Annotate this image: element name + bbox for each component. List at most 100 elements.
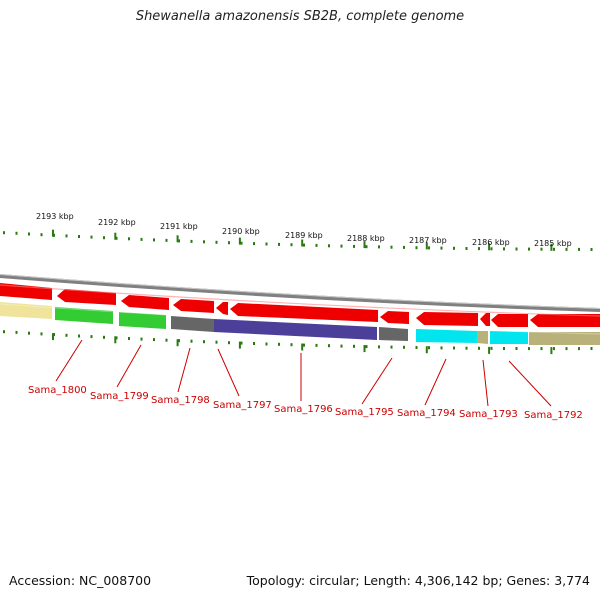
minor-tick	[3, 231, 5, 235]
gene-arrow[interactable]	[530, 314, 600, 327]
scale-label-2191: 2191 kbp	[160, 222, 198, 231]
minor-tick	[103, 335, 105, 339]
minor-tick	[315, 343, 318, 347]
minor-tick	[378, 245, 380, 249]
cog-segment-cyan-2[interactable]	[490, 331, 528, 344]
minor-tick	[390, 345, 393, 349]
gene-arrow[interactable]	[216, 302, 228, 315]
minor-tick	[415, 246, 418, 250]
minor-tick	[278, 342, 280, 346]
minor-tick	[240, 341, 243, 345]
minor-ticks	[3, 231, 593, 351]
topology-text: Topology: circular; Length: 4,306,142 bp…	[246, 573, 590, 588]
genome-backbone	[0, 274, 600, 312]
gene-label-sama-1794[interactable]: Sama_1794	[397, 408, 456, 419]
minor-tick	[303, 343, 305, 347]
minor-tick	[165, 238, 168, 242]
major-tick	[114, 336, 117, 344]
minor-tick	[203, 240, 205, 244]
gene-arrow[interactable]	[57, 289, 116, 305]
label-lines	[55, 339, 552, 407]
gene-arrow[interactable]	[416, 312, 478, 326]
minor-tick	[140, 337, 143, 341]
minor-tick	[290, 243, 293, 247]
minor-tick	[215, 340, 218, 344]
minor-tick	[190, 239, 193, 243]
scale-label-2190: 2190 kbp	[222, 227, 260, 236]
gene-label-sama-1793[interactable]: Sama_1793	[459, 409, 518, 420]
major-ticks	[52, 229, 553, 355]
minor-tick	[340, 344, 343, 348]
minor-tick	[3, 330, 5, 334]
major-tick	[488, 243, 491, 251]
minor-tick	[128, 337, 130, 340]
minor-tick	[40, 332, 43, 336]
cog-segment-gray[interactable]	[171, 316, 214, 332]
gene-arrow[interactable]	[480, 313, 490, 326]
minor-tick	[28, 331, 30, 335]
leader-line	[116, 344, 142, 388]
gene-arrow[interactable]	[380, 311, 409, 324]
minor-tick	[428, 246, 430, 250]
minor-tick	[540, 247, 543, 251]
minor-tick	[565, 247, 568, 251]
minor-tick	[303, 243, 305, 247]
cog-highlight	[0, 303, 600, 335]
gene-label-sama-1800[interactable]: Sama_1800	[28, 385, 87, 396]
gene-label-sama-1796[interactable]: Sama_1796	[274, 404, 333, 415]
cog-segment-gray-2[interactable]	[379, 327, 408, 341]
minor-tick	[15, 231, 18, 235]
minor-tick	[353, 244, 355, 248]
minor-tick	[490, 247, 493, 251]
major-tick	[301, 343, 304, 351]
minor-tick	[540, 347, 543, 351]
major-tick	[550, 243, 553, 251]
minor-tick	[590, 248, 593, 251]
major-tick	[363, 241, 366, 249]
minor-tick	[128, 237, 130, 241]
minor-tick	[178, 339, 180, 343]
minor-tick	[153, 338, 155, 342]
leader-line	[424, 358, 447, 406]
gene-label-sama-1792[interactable]: Sama_1792	[524, 410, 583, 421]
leader-line	[482, 359, 489, 407]
minor-tick	[340, 244, 343, 248]
gene-label-sama-1799[interactable]: Sama_1799	[90, 391, 149, 402]
gene-arrow[interactable]	[491, 314, 528, 327]
minor-tick	[15, 330, 18, 334]
cog-segment-yellow[interactable]	[0, 302, 52, 319]
major-tick	[363, 345, 366, 353]
minor-tick	[253, 342, 255, 345]
minor-tick	[265, 342, 268, 346]
minor-tick	[503, 347, 505, 350]
cog-segment-olive-2[interactable]	[529, 332, 600, 345]
cog-segment-cyan[interactable]	[416, 329, 477, 343]
scale-label-2187: 2187 kbp	[409, 236, 447, 245]
cog-segment-olive[interactable]	[477, 331, 488, 344]
gene-label-sama-1795[interactable]: Sama_1795	[335, 407, 394, 418]
cog-segment-purple[interactable]	[214, 319, 377, 340]
major-tick	[425, 346, 428, 354]
cog-segment-green[interactable]	[55, 307, 113, 324]
minor-tick	[578, 247, 580, 251]
minor-tick	[478, 247, 480, 251]
minor-tick	[215, 240, 218, 244]
leader-line	[177, 347, 191, 393]
minor-tick	[265, 242, 268, 246]
minor-tick	[578, 347, 580, 351]
gene-arrow[interactable]	[173, 299, 214, 313]
minor-tick	[590, 347, 593, 350]
scale-label-2193: 2193 kbp	[36, 212, 74, 221]
gene-arrow[interactable]	[121, 295, 169, 310]
minor-tick	[378, 345, 380, 349]
gene-arrow[interactable]	[230, 303, 378, 322]
gene-arrows	[0, 283, 600, 327]
minor-tick	[465, 346, 468, 350]
gene-label-sama-1797[interactable]: Sama_1797	[213, 400, 272, 411]
gene-label-sama-1798[interactable]: Sama_1798	[151, 395, 210, 406]
cog-segment-green-2[interactable]	[119, 312, 166, 329]
minor-tick	[503, 247, 505, 251]
minor-tick	[290, 343, 293, 347]
